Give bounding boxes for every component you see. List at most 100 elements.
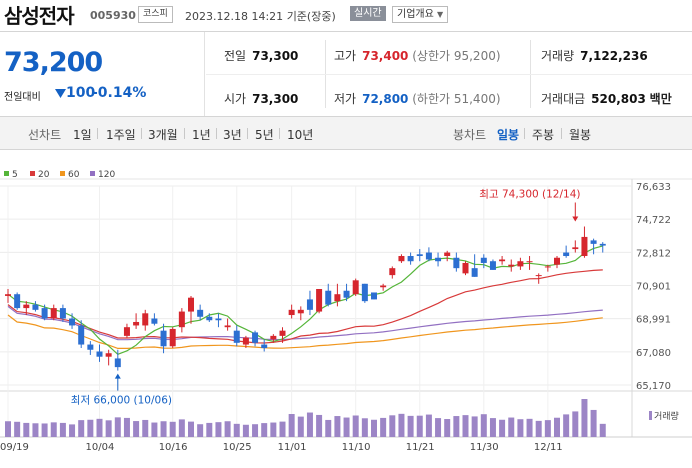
candle-body <box>508 264 515 267</box>
stock-code: 005930 <box>90 9 136 22</box>
candle-body <box>425 252 432 260</box>
candle-chart-label: 봉차트 <box>453 128 487 142</box>
tab-1week[interactable]: 1주일 <box>106 128 136 142</box>
legend-swatch <box>30 171 35 176</box>
amount-unit: 백만 <box>649 92 672 106</box>
tab-divider <box>97 128 98 139</box>
candle-body <box>242 337 249 345</box>
candle-body <box>59 308 66 319</box>
upper-limit: (상한가 95,200) <box>412 49 501 63</box>
candle-body <box>160 330 167 347</box>
volume-bar <box>325 419 332 437</box>
ma-line-120 <box>7 305 603 341</box>
volume-bar <box>480 414 487 437</box>
tab-1day[interactable]: 1일 <box>73 128 92 142</box>
tab-monthly[interactable]: 월봉 <box>569 128 592 142</box>
candle-body <box>343 290 350 298</box>
x-tick-label: 11/01 <box>278 442 307 453</box>
volume-bar <box>581 399 588 437</box>
candle-body <box>361 283 368 302</box>
volume-bar <box>114 417 121 437</box>
volume-bar <box>270 422 277 437</box>
tab-3month[interactable]: 3개월 <box>148 128 178 142</box>
stat-label: 고가 <box>334 49 357 63</box>
tab-10year[interactable]: 10년 <box>287 128 314 142</box>
y-tick-label: 70,901 <box>636 282 671 293</box>
volume-bar <box>14 421 21 437</box>
y-tick-label: 74,722 <box>636 215 671 226</box>
candle-body <box>87 344 94 350</box>
volume-bar <box>188 421 194 437</box>
candle-body <box>380 285 387 288</box>
candle-body <box>581 236 588 257</box>
volume-bar <box>87 419 94 437</box>
tab-weekly[interactable]: 주봉 <box>532 128 555 142</box>
header-bar: 삼성전자 005930 코스피 2023.12.18 14:21 기준(장중) … <box>0 0 692 30</box>
candle-body <box>142 313 149 326</box>
volume-bar <box>197 424 204 437</box>
volume-bar <box>371 419 377 437</box>
volume-bar <box>572 411 579 437</box>
volume-bar <box>297 416 304 437</box>
tab-divider <box>216 128 217 139</box>
tab-5year[interactable]: 5년 <box>255 128 274 142</box>
volume-bar <box>544 420 551 437</box>
candlestick-chart[interactable]: 76,633 74,722 72,812 70,901 68,991 67,080 65,1… <box>0 149 692 468</box>
candle-body <box>41 308 48 319</box>
candle-body <box>14 294 21 309</box>
candle-body <box>69 318 76 326</box>
corp-info-dropdown[interactable]: 기업개요 ▼ <box>392 6 449 23</box>
price-box: 73,200 전일대비 100 -0.14% <box>0 32 205 116</box>
candle-body <box>105 353 112 357</box>
ma-line-20 <box>7 269 603 344</box>
change-label: 전일대비 <box>4 92 41 103</box>
stat-value: 7,122,236 <box>580 49 648 63</box>
candle-body <box>169 328 176 347</box>
stat-value: 73,300 <box>252 92 299 106</box>
candle-body <box>78 325 85 345</box>
volume-bar <box>32 423 39 437</box>
volume-bar <box>535 420 542 437</box>
stat-prev-close: 전일 73,300 <box>224 47 298 64</box>
candle-body <box>270 335 277 340</box>
volume-bar <box>508 417 515 437</box>
volume-bar <box>306 412 313 437</box>
volume-bar <box>444 419 451 437</box>
tab-divider <box>141 128 142 139</box>
stat-value: 73,400 <box>362 49 409 63</box>
volume-bar <box>224 421 231 437</box>
volume-bar <box>361 418 368 437</box>
volume-bar <box>380 417 387 437</box>
candle-body <box>188 297 194 312</box>
candle-body <box>133 321 140 326</box>
volume-bar <box>407 415 414 437</box>
candle-body <box>471 268 478 277</box>
tab-3year[interactable]: 3년 <box>223 128 242 142</box>
candle-body <box>535 275 542 277</box>
candle-body <box>123 327 130 336</box>
min-price-annotation: 최저 66,000 (10/06) <box>71 395 172 407</box>
volume-bar <box>471 416 478 437</box>
volume-bar <box>133 421 140 437</box>
stat-value: 73,300 <box>252 49 299 63</box>
realtime-button[interactable]: 실시간 <box>350 6 386 21</box>
tab-daily[interactable]: 일봉 <box>497 128 520 142</box>
price-change-percent: -0.14% <box>92 85 147 101</box>
volume-bar <box>416 415 423 437</box>
volume-bar <box>261 423 268 437</box>
volume-bar <box>554 417 560 437</box>
volume-bar <box>151 422 158 437</box>
volume-bar <box>343 417 350 437</box>
volume-bar <box>425 414 432 437</box>
line-chart-label: 선차트 <box>28 128 62 142</box>
volume-bar <box>69 424 76 437</box>
stat-volume: 거래량 7,122,236 <box>541 47 648 64</box>
x-tick-label: 10/04 <box>86 442 115 453</box>
candle-body <box>389 268 396 276</box>
volume-bar <box>435 418 442 437</box>
x-tick-label: 11/30 <box>470 442 499 453</box>
tab-1year[interactable]: 1년 <box>192 128 211 142</box>
volume-bar <box>23 422 30 437</box>
x-tick-label: 11/21 <box>406 442 435 453</box>
candle-body <box>526 261 533 263</box>
